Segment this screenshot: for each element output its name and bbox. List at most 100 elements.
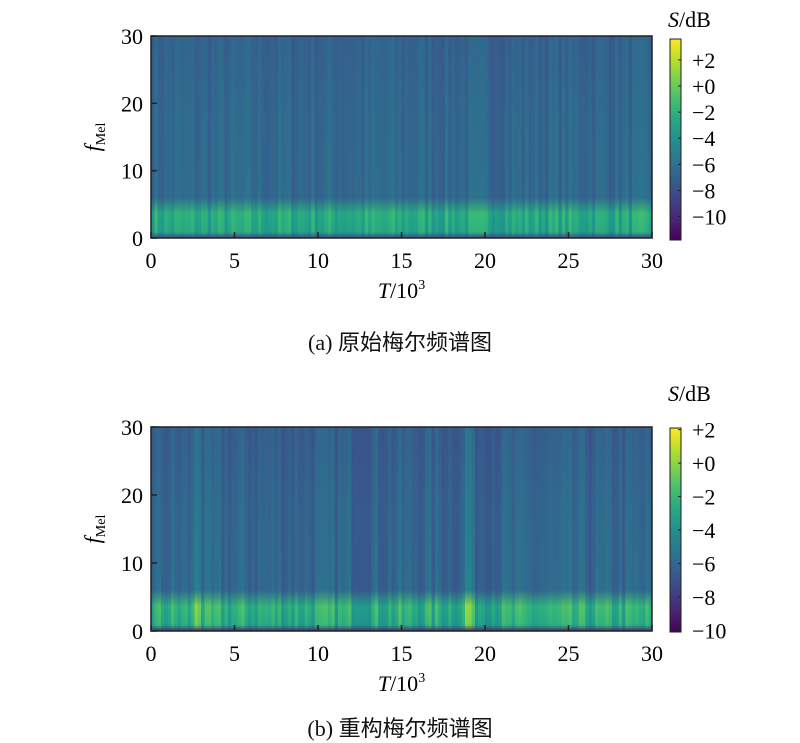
heatmap-column bbox=[311, 427, 316, 631]
heatmap-column bbox=[531, 427, 536, 631]
y-tick-label: 20 bbox=[121, 91, 143, 116]
heatmap-column bbox=[501, 36, 506, 238]
heatmap-column bbox=[588, 36, 593, 238]
heatmap-column bbox=[448, 427, 452, 631]
x-tick-label: 10 bbox=[307, 641, 329, 666]
heatmap-column bbox=[161, 427, 165, 631]
heatmap-column bbox=[628, 36, 633, 238]
heatmap-column bbox=[401, 427, 406, 631]
heatmap-column bbox=[371, 427, 376, 631]
heatmap-column bbox=[164, 36, 169, 238]
heatmap-column bbox=[441, 36, 446, 238]
heatmap-column bbox=[625, 427, 630, 631]
heatmap-column bbox=[461, 427, 466, 631]
colorbar-title: S/dB bbox=[668, 7, 711, 32]
heatmap-column bbox=[518, 427, 523, 631]
heatmap-column bbox=[241, 427, 245, 631]
heatmap-column bbox=[254, 427, 259, 631]
heatmap-column bbox=[167, 427, 172, 631]
heatmap-column bbox=[618, 36, 623, 238]
heatmap-column bbox=[184, 36, 189, 238]
heatmap-column bbox=[371, 36, 376, 238]
x-tick-label: 15 bbox=[391, 641, 413, 666]
heatmap-column bbox=[224, 36, 229, 238]
heatmap-column bbox=[297, 36, 302, 238]
heatmap-column bbox=[488, 36, 493, 238]
heatmap-column bbox=[515, 427, 519, 631]
heatmap-column bbox=[448, 36, 452, 238]
colorbar bbox=[669, 38, 682, 241]
heatmap-column bbox=[237, 427, 242, 631]
heatmap-column bbox=[424, 36, 429, 238]
heatmap-column bbox=[338, 36, 342, 238]
heatmap-column bbox=[568, 36, 573, 238]
heatmap-column bbox=[525, 36, 529, 238]
heatmap-column bbox=[428, 427, 432, 631]
heatmap-column bbox=[284, 36, 289, 238]
heatmap-column bbox=[171, 36, 175, 238]
colorbar-tick-label: −8 bbox=[692, 585, 715, 610]
heatmap-column bbox=[181, 36, 185, 238]
heatmap-column bbox=[418, 36, 422, 238]
colorbar-tick-label: −8 bbox=[692, 178, 715, 203]
heatmap-column bbox=[304, 36, 309, 238]
heatmap-column bbox=[388, 427, 392, 631]
heatmap-column bbox=[251, 427, 255, 631]
heatmap-column bbox=[414, 427, 419, 631]
heatmap-column bbox=[458, 427, 463, 631]
y-tick-label: 0 bbox=[132, 619, 143, 644]
heatmap-column bbox=[505, 36, 509, 238]
heatmap-column bbox=[505, 427, 509, 631]
heatmap-column bbox=[595, 427, 599, 631]
y-axis-label: fMel bbox=[80, 123, 109, 152]
heatmap-column bbox=[341, 36, 346, 238]
x-tick-label: 20 bbox=[474, 248, 496, 273]
heatmap-column bbox=[601, 36, 606, 238]
heatmap-column bbox=[197, 36, 202, 238]
heatmap-column bbox=[478, 36, 483, 238]
heatmap-column bbox=[391, 427, 396, 631]
heatmap-column bbox=[631, 36, 636, 238]
heatmap-column bbox=[431, 427, 436, 631]
heatmap-column bbox=[394, 427, 399, 631]
colorbar-tick-label: +2 bbox=[692, 48, 715, 73]
heatmap-column bbox=[508, 36, 513, 238]
heatmap-column bbox=[157, 427, 162, 631]
y-tick-label: 10 bbox=[121, 159, 143, 184]
heatmap-column bbox=[267, 36, 272, 238]
heatmap-column bbox=[625, 36, 630, 238]
heatmap-column bbox=[261, 36, 265, 238]
heatmap-column bbox=[615, 427, 619, 631]
heatmap-column bbox=[611, 36, 616, 238]
heatmap-column bbox=[241, 36, 245, 238]
heatmap-column bbox=[348, 427, 352, 631]
heatmap-column bbox=[444, 36, 449, 238]
heatmap-column bbox=[551, 427, 556, 631]
heatmap-column bbox=[608, 427, 613, 631]
x-tick-label: 25 bbox=[558, 641, 580, 666]
heatmap-column bbox=[568, 427, 573, 631]
heatmap-column bbox=[525, 427, 529, 631]
heatmap-column bbox=[307, 427, 312, 631]
heatmap-column bbox=[451, 427, 456, 631]
heatmap-column bbox=[578, 36, 583, 238]
heatmap-column bbox=[381, 36, 386, 238]
heatmap-column bbox=[431, 36, 436, 238]
heatmap-column bbox=[254, 36, 259, 238]
colorbar-tick-label: −6 bbox=[692, 551, 715, 576]
x-tick-label: 10 bbox=[307, 248, 329, 273]
y-tick-label: 30 bbox=[121, 415, 143, 440]
heatmap-column bbox=[351, 36, 356, 238]
heatmap-column bbox=[194, 427, 199, 631]
colorbar-tick-label: −2 bbox=[692, 100, 715, 125]
heatmap-column bbox=[227, 36, 232, 238]
heatmap-column bbox=[575, 427, 579, 631]
heatmap-column bbox=[511, 427, 516, 631]
heatmap-column bbox=[324, 36, 329, 238]
heatmap-column bbox=[154, 427, 159, 631]
heatmap-column bbox=[334, 36, 339, 238]
heatmap-column bbox=[535, 427, 539, 631]
heatmap-column bbox=[481, 427, 486, 631]
heatmap-column bbox=[595, 36, 599, 238]
